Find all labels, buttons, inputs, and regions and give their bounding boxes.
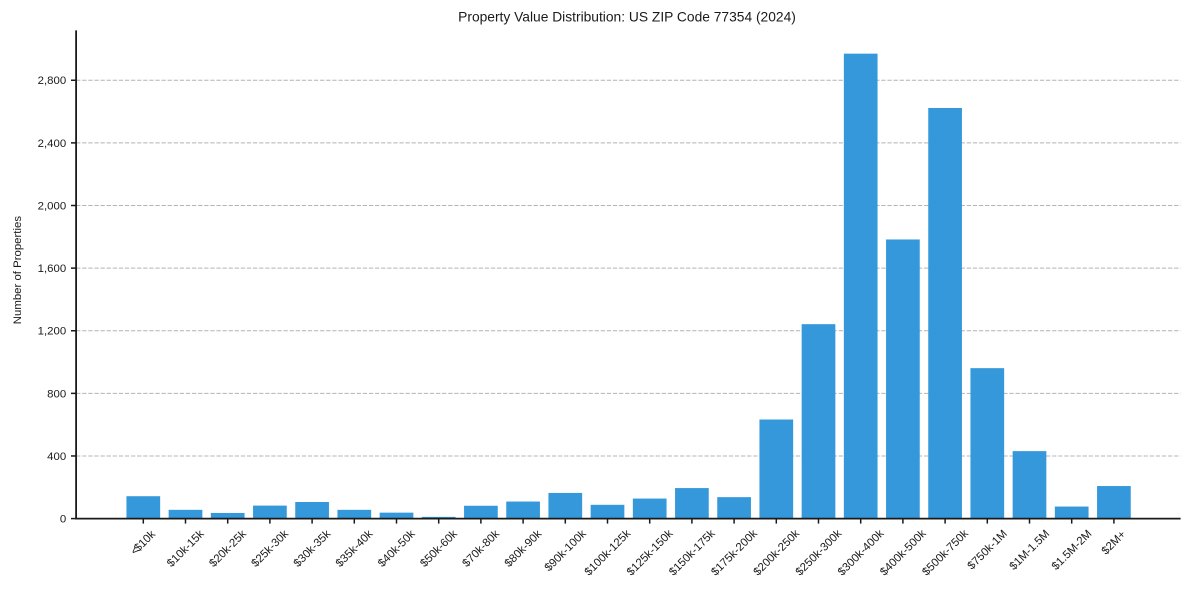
svg-text:800: 800 [47, 388, 66, 400]
svg-text:0: 0 [60, 514, 66, 526]
svg-text:2,000: 2,000 [38, 200, 67, 212]
svg-text:Property Value Distribution: U: Property Value Distribution: US ZIP Code… [458, 9, 796, 24]
svg-text:2,400: 2,400 [38, 138, 67, 150]
svg-text:1,600: 1,600 [38, 263, 67, 275]
svg-text:Number of Properties: Number of Properties [12, 216, 24, 325]
svg-text:400: 400 [47, 451, 66, 463]
svg-text:2,800: 2,800 [38, 75, 67, 87]
svg-text:1,200: 1,200 [38, 326, 67, 338]
